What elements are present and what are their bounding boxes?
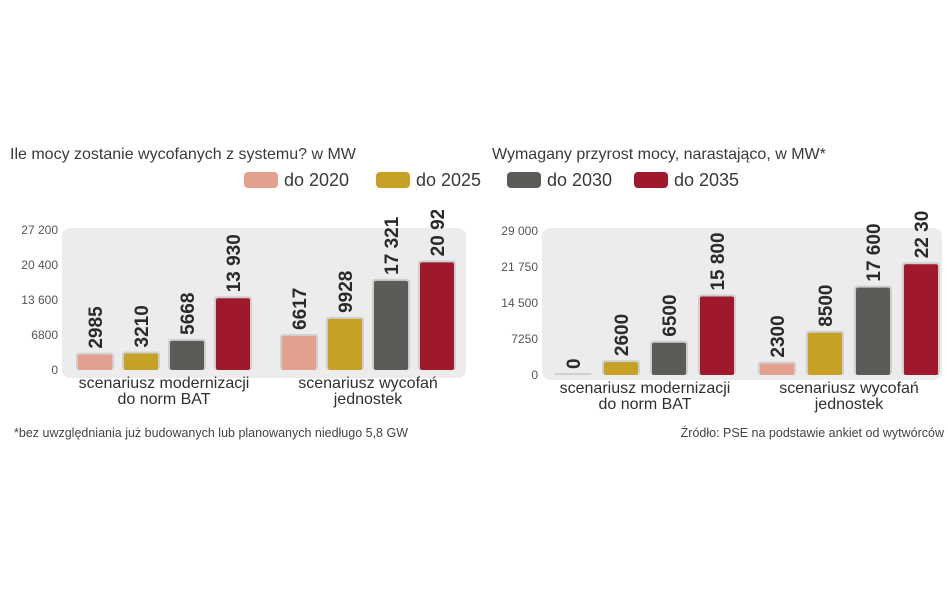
bar-value-label: 2300 [768, 315, 789, 357]
y-tick-label: 29 000 [501, 224, 538, 238]
bar-value-label: 8500 [816, 285, 837, 327]
category-label: scenariusz wycofań [298, 375, 438, 392]
legend-swatch-2030 [507, 172, 541, 188]
bar-do-2020 [78, 354, 112, 370]
bar-do-2025 [124, 353, 158, 370]
y-tick-label: 0 [51, 363, 58, 377]
category-label: jednostek [333, 391, 403, 408]
legend-label-2025: do 2025 [416, 170, 482, 190]
plot-background [62, 228, 466, 378]
bar-do-2030 [374, 280, 408, 370]
bar-value-label: 22 300 [912, 210, 933, 258]
legend-swatch-2020 [244, 172, 278, 188]
bar-value-label: 6617 [290, 288, 311, 330]
category-label: do norm BAT [117, 391, 210, 408]
legend-label-2030: do 2030 [547, 170, 613, 190]
legend-label-2020: do 2020 [284, 170, 350, 190]
y-tick-label: 27 200 [21, 223, 58, 237]
bar-value-label: 13 930 [224, 234, 245, 292]
bar-do-2030 [170, 340, 204, 370]
chart-right-title: Wymagany przyrost mocy, narastająco, w M… [492, 146, 826, 163]
bar-do-2035 [700, 296, 734, 375]
chart-left: 27 200 20 400 13 600 6800 0 2985 3210 5668 13 93… [21, 210, 466, 408]
bar-value-label: 17 321 [382, 216, 403, 275]
bar-value-label: 5668 [178, 293, 199, 335]
y-tick-label: 0 [531, 368, 538, 382]
y-tick-label: 13 600 [21, 293, 58, 307]
bar-do-2030 [856, 287, 890, 375]
category-label: jednostek [814, 396, 884, 413]
source-note: Źródło: PSE na podstawie ankiet od wytwó… [680, 426, 944, 440]
bar-do-2025 [604, 362, 638, 375]
category-label: scenariusz modernizacji [560, 380, 731, 397]
bar-value-label: 3210 [132, 305, 153, 347]
chart-right: 29 000 21 750 14 500 7250 0 0 2600 6500 15 800 sc… [501, 210, 942, 413]
bar-value-label: 9928 [336, 271, 357, 313]
bar-frame [554, 373, 592, 375]
bar-value-label: 2985 [86, 306, 107, 349]
bar-value-label: 17 600 [864, 223, 885, 281]
bar-do-2020 [760, 363, 794, 375]
bar-do-2035 [420, 262, 454, 370]
y-tick-label: 14 500 [501, 296, 538, 310]
y-tick-label: 6800 [31, 328, 58, 342]
bar-value-label: 20 920 [428, 210, 449, 256]
bar-do-2035 [216, 298, 250, 370]
legend-label-2035: do 2035 [674, 170, 740, 190]
legend-swatch-2035 [634, 172, 668, 188]
bar-do-2020 [282, 335, 316, 370]
category-label: scenariusz modernizacji [79, 375, 250, 392]
legend-swatch-2025 [376, 172, 410, 188]
category-label: scenariusz wycofań [779, 380, 919, 397]
y-tick-label: 7250 [511, 332, 538, 346]
bar-value-label: 15 800 [708, 232, 729, 290]
bar-value-label: 0 [564, 358, 585, 369]
footnote: *bez uwzględniania już budowanych lub pl… [14, 426, 409, 440]
bar-value-label: 6500 [660, 294, 681, 336]
y-tick-label: 20 400 [21, 258, 58, 272]
bar-value-label: 2600 [612, 314, 633, 356]
bar-do-2030 [652, 342, 686, 375]
y-tick-label: 21 750 [501, 260, 538, 274]
bar-do-2025 [808, 332, 842, 375]
bar-do-2025 [328, 318, 362, 370]
bar-do-2035 [904, 264, 938, 375]
category-label: do norm BAT [598, 396, 691, 413]
chart-left-title: Ile mocy zostanie wycofanych z systemu? … [10, 146, 356, 163]
